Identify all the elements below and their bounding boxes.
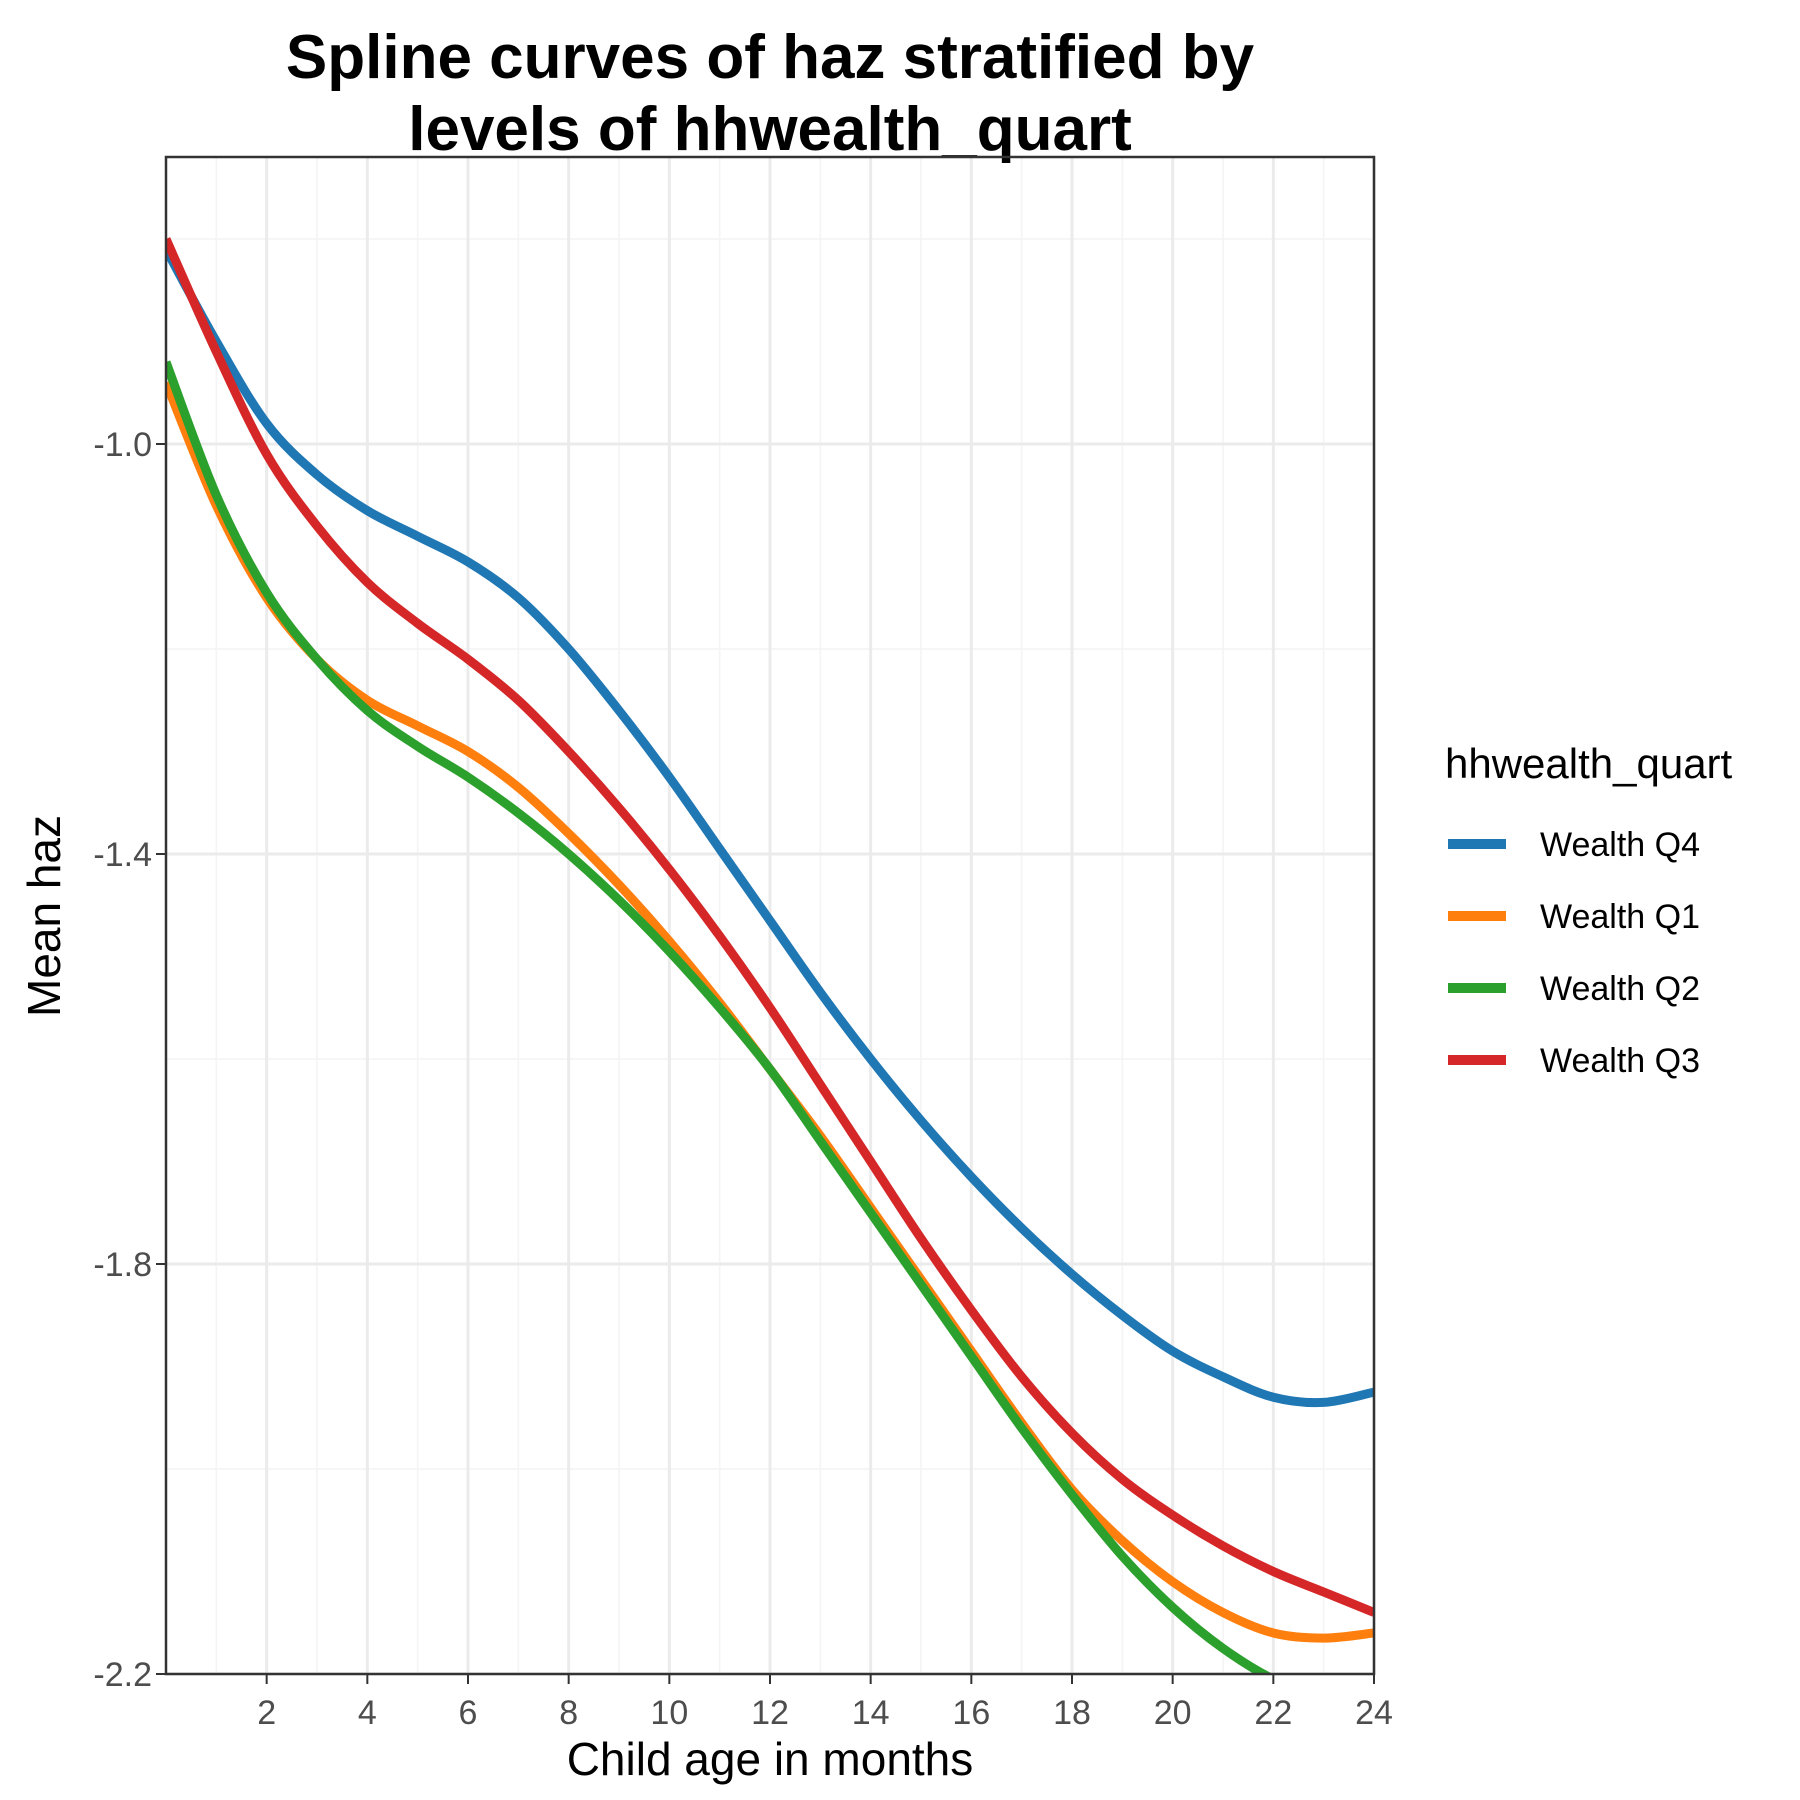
- y-axis-title: Mean haz: [18, 815, 70, 1017]
- series-line-wealth-q3: [166, 237, 1374, 1617]
- y-tick-label: -1.0: [93, 426, 152, 464]
- x-tick-label: 10: [650, 1694, 688, 1732]
- x-tick-label: 22: [1254, 1694, 1292, 1732]
- x-axis-title: Child age in months: [567, 1733, 974, 1785]
- chart-title-line-1: Spline curves of haz stratified by: [286, 23, 1255, 92]
- x-tick-label: 24: [1355, 1694, 1393, 1732]
- x-tick-label: 16: [952, 1694, 990, 1732]
- chart-title-line-2: levels of hhwealth_quart: [408, 95, 1132, 164]
- grid: [166, 157, 1376, 1676]
- x-tick-label: 12: [751, 1694, 789, 1732]
- x-tick-label: 18: [1053, 1694, 1091, 1732]
- y-tick-label: -1.8: [93, 1246, 152, 1284]
- legend-label: Wealth Q3: [1540, 1042, 1700, 1080]
- y-tick-label: -2.2: [93, 1656, 152, 1694]
- y-tick-label: -1.4: [93, 836, 152, 874]
- x-tick-label: 14: [852, 1694, 890, 1732]
- x-axis: 2 4 6 8 10 12 14 16 18 20 22 24: [257, 1674, 1393, 1732]
- y-axis: -1.0 -1.4 -1.8 -2.2: [93, 426, 166, 1694]
- series-line-wealth-q4: [166, 247, 1374, 1408]
- legend-label: Wealth Q4: [1540, 826, 1700, 864]
- x-tick-label: 2: [257, 1694, 276, 1732]
- legend-label: Wealth Q1: [1540, 898, 1700, 936]
- legend: hhwealth_quart Wealth Q4 Wealth Q1 Wealth …: [1445, 740, 1733, 1080]
- legend-title: hhwealth_quart: [1445, 740, 1733, 787]
- x-tick-label: 8: [559, 1694, 578, 1732]
- x-tick-label: 20: [1154, 1694, 1192, 1732]
- x-tick-label: 6: [459, 1694, 478, 1732]
- legend-label: Wealth Q2: [1540, 970, 1700, 1008]
- series-group: [166, 237, 1374, 1674]
- x-tick-label: 4: [358, 1694, 377, 1732]
- series-line-wealth-q2: [166, 360, 1274, 1674]
